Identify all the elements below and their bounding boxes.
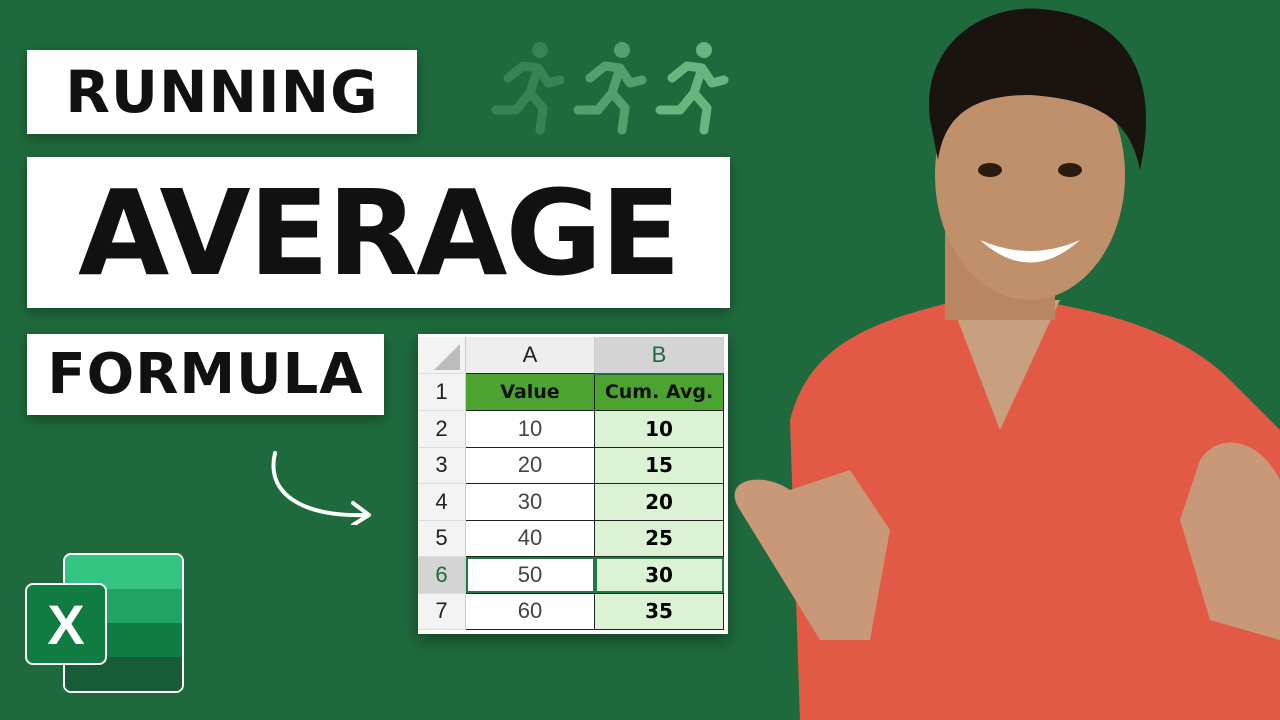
running-person-icon [573,42,647,135]
title-average: AVERAGE [27,157,730,308]
avg-cell[interactable]: 25 [594,519,724,557]
value-cell[interactable]: 60 [465,592,595,630]
title-running: RUNNING [27,50,417,134]
avg-cell[interactable]: 35 [594,592,724,630]
value-cell[interactable]: 30 [465,483,595,521]
row-header-active[interactable]: 6 [418,556,466,594]
select-all-corner[interactable] [418,337,466,374]
row-header[interactable]: 4 [418,483,466,521]
avg-cell[interactable]: 20 [594,483,724,521]
spreadsheet: A B 1 Value Cum. Avg. 2 10 10 3 20 15 4 … [418,334,728,634]
value-cell[interactable]: 40 [465,519,595,557]
avg-cell-selected[interactable]: 30 [594,556,724,594]
row-header[interactable]: 3 [418,447,466,484]
value-cell[interactable]: 20 [465,446,595,484]
row-header[interactable]: 5 [418,520,466,557]
avg-cell[interactable]: 10 [594,410,724,448]
value-cell[interactable]: 10 [465,410,595,448]
row-header[interactable]: 7 [418,593,466,630]
column-header-b[interactable]: B [594,337,724,375]
running-person-icon [491,42,565,135]
row-header[interactable]: 2 [418,410,466,448]
curved-arrow-icon [271,451,371,525]
presenter-photo [734,8,1280,720]
excel-logo-icon: X [25,553,184,693]
value-cell-selected[interactable]: 50 [465,556,595,594]
column-header-a[interactable]: A [465,337,595,374]
spreadsheet-grid: A B 1 Value Cum. Avg. 2 10 10 3 20 15 4 … [418,337,724,630]
title-formula: FORMULA [27,334,384,415]
row-header[interactable]: 1 [418,373,466,411]
header-cell-value[interactable]: Value [465,373,595,411]
running-people-icons [491,42,729,135]
running-person-icon [655,42,729,135]
avg-cell[interactable]: 15 [594,446,724,484]
header-cell-cum-avg[interactable]: Cum. Avg. [594,373,724,411]
